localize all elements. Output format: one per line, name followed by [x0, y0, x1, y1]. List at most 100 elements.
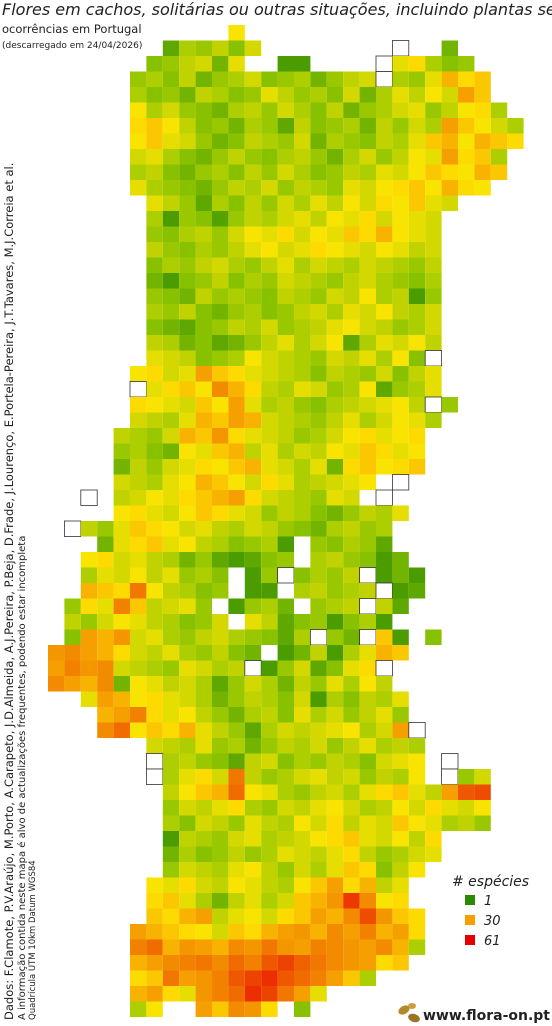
cell: [113, 722, 130, 738]
cell: [162, 893, 180, 909]
cell: [310, 598, 327, 614]
cell: [326, 908, 344, 924]
cell: [310, 505, 327, 521]
cell: [212, 862, 229, 878]
cell: [162, 567, 180, 583]
cell: [343, 257, 360, 273]
cell: [113, 660, 130, 676]
cell: [80, 629, 98, 645]
cell: [228, 970, 245, 986]
cell: [179, 505, 196, 521]
cell: [179, 691, 196, 707]
cell: [130, 986, 147, 1002]
cell: [277, 474, 294, 490]
cell: [294, 645, 311, 661]
cell: [228, 862, 245, 878]
cell: [425, 412, 442, 428]
cell: [195, 707, 212, 723]
cell: [441, 102, 458, 118]
cell: [408, 56, 426, 72]
cell: [228, 319, 245, 335]
cell: [392, 707, 409, 723]
cell: [425, 319, 442, 335]
cell: [359, 521, 376, 537]
cell: [474, 180, 491, 196]
cell: [294, 288, 311, 304]
cell: [326, 87, 344, 103]
cell: [261, 707, 278, 723]
cell: [408, 87, 426, 103]
cell: [392, 583, 409, 599]
cell: [228, 846, 245, 862]
cell: [408, 180, 426, 196]
cell: [343, 211, 360, 227]
cell: [228, 195, 245, 211]
cell: [228, 443, 245, 459]
cell: [458, 180, 475, 196]
cell: [343, 459, 360, 475]
cell: [179, 676, 196, 692]
cell: [277, 257, 294, 273]
cell: [277, 56, 294, 72]
cell: [392, 335, 409, 351]
cell: [146, 738, 163, 754]
cell: [376, 738, 393, 754]
cell: [97, 552, 114, 568]
logo-leaf: [408, 1003, 416, 1009]
cell: [441, 87, 458, 103]
cell: [408, 800, 426, 816]
cell: [261, 970, 278, 986]
empty-cell: [145, 768, 164, 785]
cell: [310, 645, 327, 661]
cell: [408, 350, 426, 366]
cell: [310, 180, 327, 196]
logo: [398, 1003, 420, 1023]
cell: [294, 350, 311, 366]
cell: [244, 288, 262, 304]
cell: [294, 955, 311, 971]
cell: [359, 397, 376, 413]
cell: [294, 149, 311, 165]
cell: [261, 986, 278, 1002]
cell: [212, 397, 229, 413]
cell: [244, 862, 262, 878]
cell: [277, 955, 294, 971]
cell: [277, 707, 294, 723]
cell: [195, 769, 212, 785]
cell: [376, 428, 393, 444]
cell: [294, 924, 311, 940]
cell: [130, 691, 147, 707]
cell: [195, 722, 212, 738]
cell: [343, 149, 360, 165]
cell: [48, 660, 65, 676]
cell: [376, 319, 393, 335]
cell: [195, 242, 212, 258]
cell: [212, 474, 229, 490]
cell: [195, 412, 212, 428]
cell: [359, 846, 376, 862]
cell: [130, 180, 147, 196]
cell: [179, 87, 196, 103]
cell: [392, 366, 409, 382]
cell: [162, 583, 180, 599]
cell: [228, 955, 245, 971]
cell: [212, 753, 229, 769]
cell: [359, 412, 376, 428]
cell: [244, 257, 262, 273]
cell: [113, 614, 130, 630]
cell: [392, 505, 409, 521]
cell: [277, 319, 294, 335]
site-link[interactable]: www.flora-on.pt: [423, 1008, 550, 1024]
cell: [359, 536, 376, 552]
cell: [146, 924, 163, 940]
cell: [359, 118, 376, 134]
cell: [195, 180, 212, 196]
cell: [113, 505, 130, 521]
cell: [392, 722, 409, 738]
cell: [343, 753, 360, 769]
cell: [294, 257, 311, 273]
empty-cell: [441, 768, 459, 785]
cell: [425, 784, 442, 800]
cell: [294, 195, 311, 211]
